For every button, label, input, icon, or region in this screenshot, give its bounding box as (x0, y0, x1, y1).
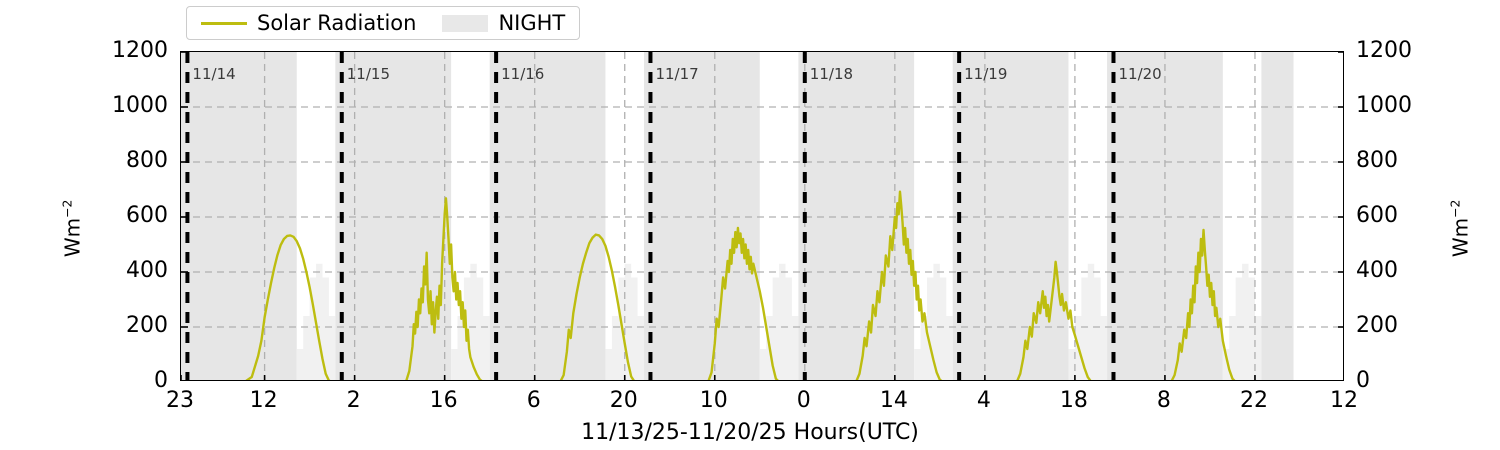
day-marker-label: 11/19 (964, 65, 1008, 83)
clearsky-envelope (914, 263, 953, 380)
x-tick-label: 12 (249, 388, 278, 413)
y-tick-label-right: 200 (1356, 313, 1398, 338)
legend-label-solar-radiation: Solar Radiation (257, 10, 417, 35)
y-tick-label-left: 1200 (112, 38, 168, 63)
day-marker-label: 11/17 (655, 65, 699, 83)
x-tick-label: 10 (699, 388, 728, 413)
y-axis-label-left-sup: −2 (59, 199, 75, 218)
day-marker-label: 11/14 (192, 65, 236, 83)
y-tick-label-left: 0 (154, 368, 168, 393)
y-tick-label-right: 1000 (1356, 93, 1412, 118)
y-tick-label-right: 600 (1356, 203, 1398, 228)
y-tick-label-left: 400 (126, 258, 168, 283)
x-tick-label: 23 (166, 388, 194, 413)
y-axis-label-right: Wm−2 (1448, 148, 1473, 308)
y-tick-label-left: 600 (126, 203, 168, 228)
plot-area (180, 51, 1344, 381)
x-tick-label: 0 (796, 388, 811, 413)
legend-patch-swatch (442, 14, 489, 32)
y-tick-label-right: 0 (1356, 368, 1370, 393)
x-tick-label: 16 (429, 388, 458, 413)
day-marker-label: 11/20 (1118, 65, 1162, 83)
x-tick-label: 12 (1330, 388, 1358, 413)
y-axis-label-right-text: Wm (1448, 217, 1473, 258)
y-tick-label-right: 1200 (1356, 38, 1412, 63)
y-axis-label-left: Wm−2 (60, 148, 85, 308)
day-marker-label: 11/15 (346, 65, 390, 83)
y-tick-label-right: 400 (1356, 258, 1398, 283)
x-tick-label: 4 (976, 388, 991, 413)
legend-item-night: NIGHT (442, 10, 566, 35)
clearsky-envelope (451, 263, 490, 380)
x-axis-label: 11/13/25-11/20/25 Hours(UTC) (581, 420, 919, 445)
legend-label-night: NIGHT (498, 10, 566, 35)
y-tick-label-left: 200 (126, 313, 168, 338)
y-tick-label-left: 1000 (112, 93, 168, 118)
x-tick-label: 20 (609, 388, 638, 413)
x-tick-label: 8 (1156, 388, 1171, 413)
legend-line-swatch (201, 21, 247, 25)
series-line-solar-radiation (245, 190, 1236, 380)
y-tick-label-right: 800 (1356, 148, 1398, 173)
x-tick-label: 22 (1239, 388, 1268, 413)
y-axis-label-right-sup: −2 (1447, 199, 1463, 218)
x-tick-label: 2 (346, 388, 361, 413)
day-marker-label: 11/16 (501, 65, 545, 83)
chart-canvas (181, 52, 1343, 380)
clearsky-envelope (1068, 263, 1108, 380)
x-tick-label: 6 (526, 388, 541, 413)
x-tick-label: 14 (879, 388, 908, 413)
legend-item-solar-radiation: Solar Radiation (201, 10, 417, 35)
x-tick-label: 18 (1059, 388, 1088, 413)
y-tick-label-left: 800 (126, 148, 168, 173)
clearsky-envelope (1222, 263, 1262, 380)
chart-legend: Solar Radiation NIGHT (186, 6, 581, 40)
day-marker-label: 11/18 (809, 65, 854, 83)
y-axis-label-left-text: Wm (60, 217, 85, 258)
